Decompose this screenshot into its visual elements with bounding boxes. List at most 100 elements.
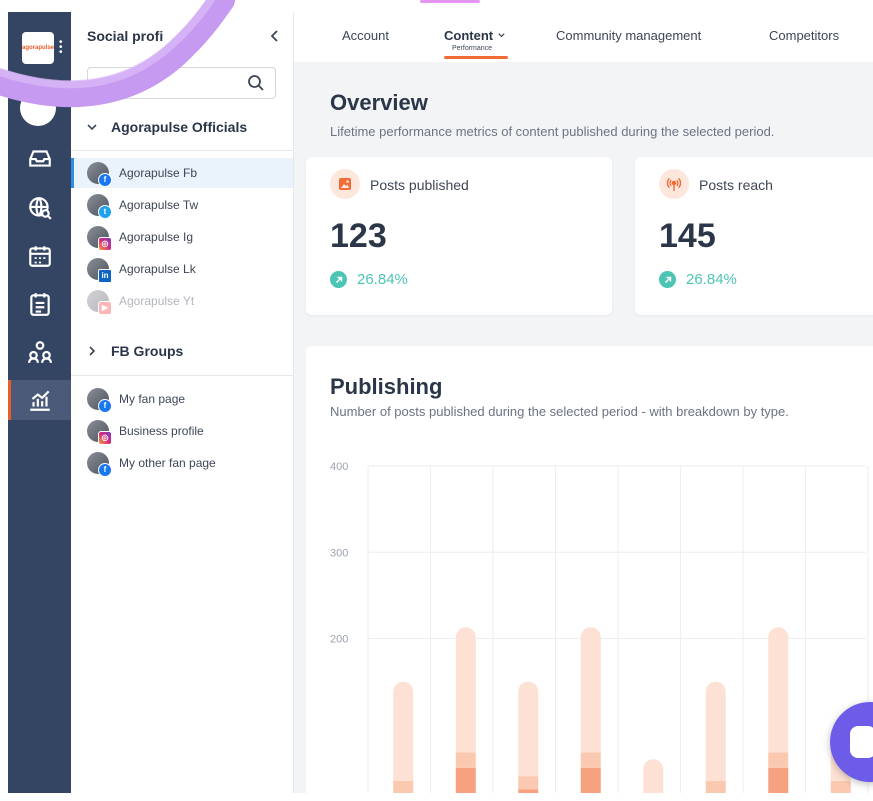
facebook-icon: f (98, 399, 112, 413)
broadcast-icon (659, 169, 689, 199)
arrow-up-right-icon (659, 271, 676, 288)
team-icon[interactable] (8, 332, 71, 372)
bar-segment[interactable] (643, 759, 664, 793)
chat-icon (850, 726, 873, 758)
chevron-left-icon[interactable] (267, 28, 283, 44)
profile-item-business-profile[interactable]: ◎ Business profile (71, 416, 293, 446)
tab-competitors[interactable]: Competitors (769, 28, 840, 43)
overview-title: Overview (330, 90, 428, 115)
metric-card-posts-reach: Posts reach 145 26.84% (635, 157, 873, 315)
bar-segment-fill (830, 770, 851, 781)
bar-segment-fill (705, 770, 726, 781)
bar-segment[interactable] (768, 767, 789, 793)
bar-segment[interactable] (768, 627, 789, 753)
bar-segment[interactable] (455, 767, 476, 793)
arrow-up-right-icon (330, 271, 347, 288)
bar-segment[interactable] (580, 752, 601, 768)
bar-segment[interactable] (705, 681, 726, 781)
decorative-stroke-tip (420, 0, 480, 3)
metric-value: 123 (330, 217, 387, 255)
publishing-card: Publishing Number of posts published dur… (306, 346, 873, 793)
profile-item-agorapulse-tw[interactable]: t Agorapulse Tw (71, 190, 293, 220)
avatar: ◎ (87, 420, 112, 445)
workspace-logo[interactable]: agorapulse (22, 32, 54, 64)
trend-value: 26.84% (686, 271, 737, 288)
linkedin-icon: in (98, 269, 112, 283)
bar-segment[interactable] (580, 627, 601, 753)
bar-segment[interactable] (455, 752, 476, 768)
bar-segment[interactable] (393, 780, 414, 793)
bar-segment[interactable] (455, 627, 476, 753)
profile-item-agorapulse-yt[interactable]: ▶ Agorapulse Yt (71, 286, 293, 316)
search-box (87, 67, 276, 99)
search-icon[interactable] (247, 74, 265, 92)
chevron-right-icon (89, 346, 96, 356)
bar-segment-fill (455, 742, 476, 753)
instagram-icon: ◎ (98, 237, 112, 251)
bar-segment-fill (393, 770, 414, 781)
bar-segment[interactable] (393, 681, 414, 781)
inbox-icon[interactable] (8, 138, 71, 178)
more-vertical-icon[interactable]: • • • (59, 37, 63, 58)
profile-item-my-fan-page[interactable]: f My fan page (71, 384, 293, 414)
planner-icon[interactable] (8, 284, 71, 324)
search-input[interactable] (98, 75, 242, 92)
app-window: agorapulse • • • Social profi (8, 12, 873, 793)
profile-label: My other fan page (119, 456, 216, 470)
metric-value: 145 (659, 217, 716, 255)
avatar: f (87, 388, 112, 413)
image-icon (330, 169, 360, 199)
avatar: f (87, 452, 112, 477)
divider (71, 150, 293, 151)
active-tab-indicator (444, 56, 508, 59)
listening-icon[interactable] (8, 188, 71, 228)
avatar: ▶ (87, 290, 112, 315)
profile-label: Agorapulse Ig (119, 230, 194, 244)
metric-label: Posts published (370, 177, 469, 193)
panel-title: Social profi (87, 28, 164, 44)
youtube-icon: ▶ (98, 301, 112, 315)
avatar: f (87, 162, 112, 187)
main-content: Account Content Performance Community ma… (294, 12, 873, 793)
avatar: t (87, 194, 112, 219)
bar-segment[interactable] (518, 776, 539, 790)
bar-segment[interactable] (705, 780, 726, 793)
reports-icon[interactable] (8, 380, 71, 420)
bar-segment[interactable] (830, 780, 851, 793)
metric-trend: 26.84% (330, 271, 408, 288)
y-tick-label: 400 (330, 461, 348, 473)
profile-label: Agorapulse Yt (119, 294, 195, 308)
metric-trend: 26.84% (659, 271, 737, 288)
bar-segment-fill (768, 742, 789, 753)
profile-item-agorapulse-ig[interactable]: ◎ Agorapulse Ig (71, 222, 293, 252)
profile-label: Agorapulse Lk (119, 262, 196, 276)
bar-segment[interactable] (768, 752, 789, 768)
publishing-title: Publishing (330, 374, 443, 399)
tab-content[interactable]: Content (444, 28, 506, 43)
tab-account[interactable]: Account (342, 28, 389, 43)
left-rail: agorapulse • • • (8, 12, 71, 793)
calendar-icon[interactable] (8, 236, 71, 276)
publishing-bar-chart: 400 300 200 (330, 461, 869, 793)
profile-item-my-other-fan-page[interactable]: f My other fan page (71, 448, 293, 478)
tab-community-management[interactable]: Community management (556, 28, 702, 43)
bar-segment[interactable] (518, 681, 539, 777)
publishing-subtitle: Number of posts published during the sel… (330, 404, 789, 419)
profile-item-agorapulse-lk[interactable]: in Agorapulse Lk (71, 254, 293, 284)
profile-label: Agorapulse Fb (119, 166, 198, 180)
profile-label: Agorapulse Tw (119, 198, 199, 212)
profile-label: My fan page (119, 392, 186, 406)
y-tick-label: 200 (330, 634, 348, 646)
group-header-fb-groups[interactable]: FB Groups (71, 339, 293, 363)
group-header-agorapulse-officials[interactable]: Agorapulse Officials (71, 115, 293, 139)
y-tick-label: 300 (330, 547, 348, 559)
group-name: FB Groups (111, 343, 184, 359)
instagram-icon: ◎ (98, 431, 112, 445)
user-avatar[interactable] (20, 90, 56, 126)
profile-label: Business profile (119, 424, 204, 438)
bar-segment[interactable] (518, 789, 539, 793)
profile-item-agorapulse-fb[interactable]: f Agorapulse Fb (71, 158, 293, 188)
group-name: Agorapulse Officials (111, 119, 248, 135)
bar-segment[interactable] (580, 767, 601, 793)
chevron-down-icon (498, 33, 505, 38)
